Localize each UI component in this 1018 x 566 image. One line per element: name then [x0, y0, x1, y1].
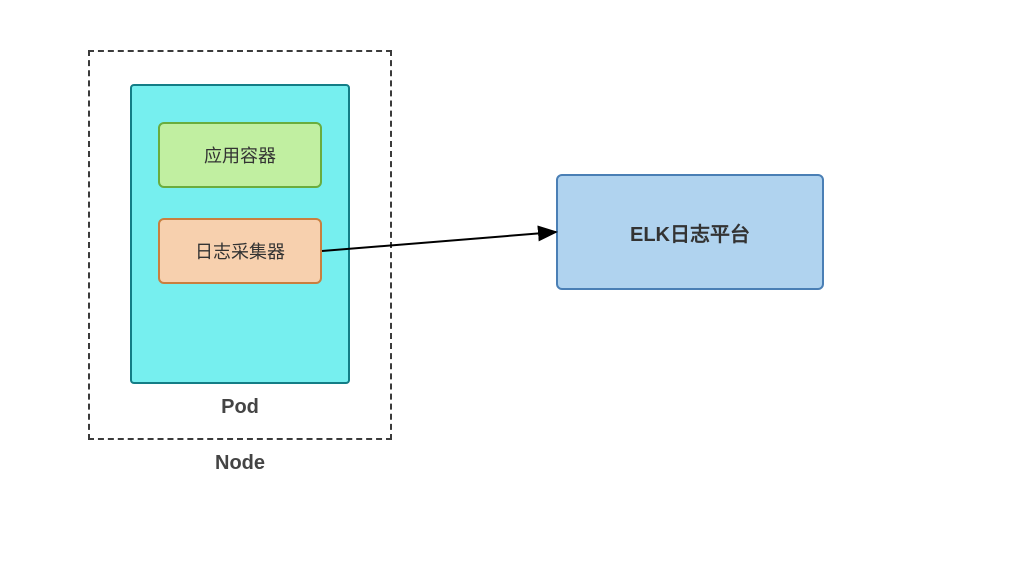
app-container-box: 应用容器: [158, 122, 322, 188]
elk-platform-box: ELK日志平台: [556, 174, 824, 290]
pod-label: Pod: [130, 392, 350, 422]
log-collector-box: 日志采集器: [158, 218, 322, 284]
node-label: Node: [88, 448, 392, 478]
